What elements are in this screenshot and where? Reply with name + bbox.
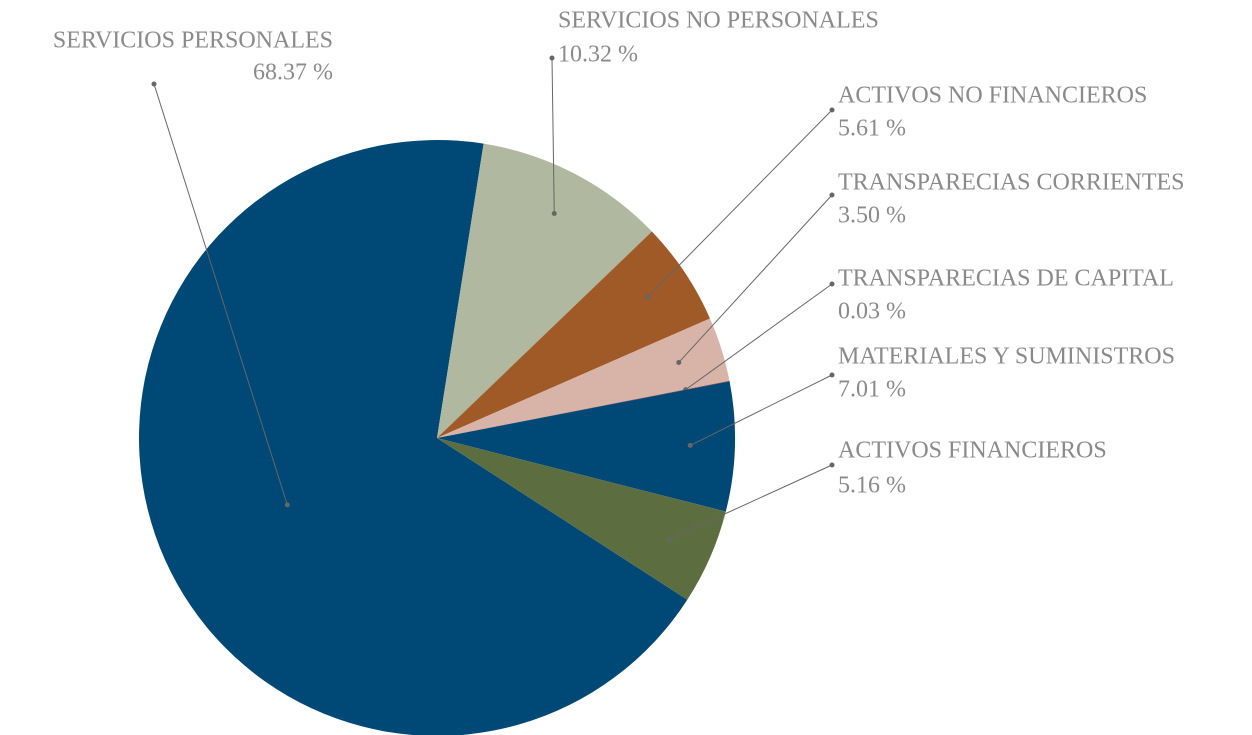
- leader-line: [689, 374, 833, 446]
- slice-label: SERVICIOS NO PERSONALES: [558, 8, 879, 34]
- value-label: 5.16 %: [838, 473, 906, 499]
- leader-line: [551, 57, 555, 214]
- leader-dot: [284, 502, 290, 508]
- pie-slice: [437, 143, 652, 438]
- leader-dot: [645, 294, 651, 300]
- pie-slice: [437, 318, 730, 438]
- leader-line: [678, 194, 833, 363]
- leader-dot: [551, 210, 557, 216]
- slice-label: ACTIVOS FINANCIEROS: [838, 438, 1107, 464]
- pie-slice: [437, 380, 730, 438]
- leader-line: [685, 283, 833, 391]
- slice-label: TRANSPARECIAS DE CAPITAL: [838, 266, 1174, 292]
- pie-slice: [437, 231, 710, 438]
- leader-dot: [687, 442, 693, 448]
- value-label: 7.01 %: [838, 377, 906, 403]
- slice-label: TRANSPARECIAS CORRIENTES: [838, 170, 1185, 196]
- leader-dot: [829, 462, 835, 468]
- slice-label: SERVICIOS PERSONALES: [53, 28, 333, 54]
- value-label: 5.61 %: [838, 116, 906, 142]
- leader-dot: [829, 192, 835, 198]
- value-label: 3.50 %: [838, 203, 906, 229]
- leader-dot: [676, 359, 682, 365]
- pie-slice: [139, 140, 688, 735]
- leader-dot: [829, 372, 835, 378]
- leader-dot: [549, 55, 555, 61]
- value-label: 10.32 %: [558, 42, 638, 68]
- leader-line: [647, 109, 833, 298]
- leader-line: [668, 464, 833, 540]
- leader-dot: [151, 81, 157, 87]
- leader-line: [153, 83, 288, 505]
- leader-dot: [829, 107, 835, 113]
- pie-slice: [437, 381, 735, 512]
- pie-slice: [437, 438, 726, 600]
- leader-dot: [666, 536, 672, 542]
- value-label: 0.03 %: [838, 299, 906, 325]
- slice-label: ACTIVOS NO FINANCIEROS: [838, 83, 1147, 109]
- value-label: 68.37 %: [253, 60, 333, 86]
- slice-label: MATERIALES Y SUMINISTROS: [838, 344, 1175, 370]
- leader-dot: [829, 281, 835, 287]
